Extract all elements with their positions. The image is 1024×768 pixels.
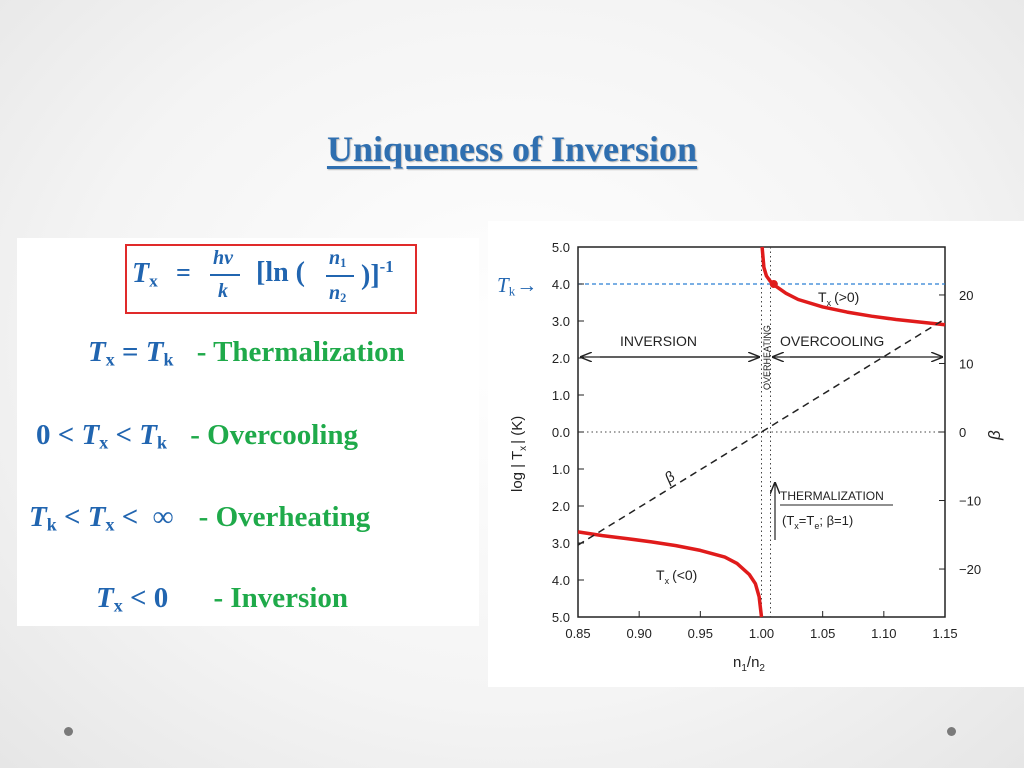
formula-frac2-den: n2 xyxy=(329,282,347,306)
thermalization-condition: (Tx=Te; β=1) xyxy=(782,513,853,531)
right-y-axis: 20 10 0 −10 −20 xyxy=(939,288,981,577)
y-tick-label: 1.0 xyxy=(552,462,570,477)
y-tick-label: 1.0 xyxy=(552,388,570,403)
x-tick-label: 1.05 xyxy=(810,626,835,641)
beta-curve-label: β xyxy=(661,468,679,488)
y-tick-label: 2.0 xyxy=(552,351,570,366)
tx-positive-curve xyxy=(760,246,946,327)
regime-overcooling: 0 < Tx < Tk - Overcooling xyxy=(36,419,359,453)
formula-frac1-den: k xyxy=(218,280,228,302)
x-axis: 0.85 0.90 0.95 1.00 1.05 1.10 1.15 xyxy=(565,611,958,641)
nav-dot-left[interactable] xyxy=(64,727,73,736)
y-tick-label: 5.0 xyxy=(552,240,570,255)
y-tick-label: 0.0 xyxy=(552,425,570,440)
formula-equals: = xyxy=(176,258,191,287)
tx-negative-curve xyxy=(577,530,764,618)
tk-marker: Tk→ xyxy=(497,273,538,299)
grid-lines xyxy=(578,247,945,617)
x-axis-label: n1/n2 xyxy=(733,654,765,674)
y-tick-label: 4.0 xyxy=(552,277,570,292)
formula-ln-open: [ln ( xyxy=(256,257,305,288)
right-tick-label: 10 xyxy=(959,356,973,371)
x-tick-label: 0.90 xyxy=(627,626,652,641)
y-tick-label: 5.0 xyxy=(552,610,570,625)
right-tick-label: 20 xyxy=(959,288,973,303)
thermalization-label: THERMALIZATION xyxy=(780,489,884,503)
y-tick-label: 3.0 xyxy=(552,314,570,329)
x-tick-label: 1.00 xyxy=(749,626,774,641)
left-y-axis: 5.0 4.0 3.0 2.0 1.0 0.0 1.0 2.0 3.0 4.0 5.0 xyxy=(552,240,584,625)
right-tick-label: 0 xyxy=(959,425,966,440)
formula-frac2-num: n1 xyxy=(329,247,347,271)
tx-negative-label: Tx (<0) xyxy=(656,567,697,586)
x-tick-label: 1.15 xyxy=(932,626,957,641)
regime-thermalization: Tx = Tk - Thermalization xyxy=(88,336,405,370)
series-layer xyxy=(577,246,946,618)
formula-frac2-line xyxy=(326,275,354,277)
formula-frac1-num: hν xyxy=(213,247,233,269)
x-tick-label: 1.10 xyxy=(871,626,896,641)
tx-positive-label: Tx (>0) xyxy=(818,289,859,308)
right-axis-label: β xyxy=(985,430,1004,441)
inversion-label: INVERSION xyxy=(620,333,697,349)
nav-dot-right[interactable] xyxy=(947,727,956,736)
right-tick-label: −10 xyxy=(959,494,981,509)
y-tick-label: 4.0 xyxy=(552,573,570,588)
left-panel xyxy=(17,238,479,626)
regime-overheating: Tk < Tx < ∞ - Overheating xyxy=(29,501,371,535)
y-tick-label: 2.0 xyxy=(552,499,570,514)
slide-title: Uniqueness of Inversion xyxy=(326,129,698,169)
formula-lhs: Tx xyxy=(132,258,158,291)
formula-close: )]-1 xyxy=(361,257,394,291)
right-tick-label: −20 xyxy=(959,562,981,577)
overcooling-label: OVERCOOLING xyxy=(780,333,884,349)
temperature-formula-box xyxy=(125,244,417,314)
formula-frac1-line xyxy=(210,274,240,276)
x-tick-label: 0.95 xyxy=(688,626,713,641)
overheating-label: OVERHEATING xyxy=(762,325,772,390)
x-tick-label: 0.85 xyxy=(565,626,590,641)
tk-intersection-point xyxy=(769,280,778,288)
y-axis-label: log | Tx| (K) xyxy=(509,416,529,492)
regime-inversion: Tx < 0 - Inversion xyxy=(96,582,349,616)
y-tick-label: 3.0 xyxy=(552,536,570,551)
